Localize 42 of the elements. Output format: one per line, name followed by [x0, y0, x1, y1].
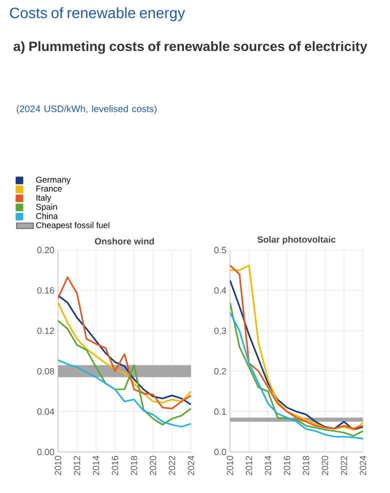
x-tick-label: 2016 — [284, 456, 290, 476]
text: a) Plummeting costs of renewable sources of electricity — [14, 41, 368, 54]
x-tick-label: 2010 — [54, 456, 62, 476]
y-tick-label: 0.00 — [37, 448, 54, 456]
y-tick-label: 0.08 — [37, 368, 54, 374]
x-tick-label: 2024 — [188, 456, 194, 476]
x-tick-label: 2018 — [302, 456, 310, 476]
text: Costs of renewable energy — [10, 7, 186, 22]
line-series — [58, 320, 191, 426]
y-tick-label: 0.16 — [37, 287, 54, 294]
x-tick-label: 2022 — [168, 456, 176, 476]
text: (2024 USD/kWh, levelised costs) — [16, 105, 157, 114]
y-tick-label: 0.3 — [214, 328, 226, 334]
x-tick-label: 2020 — [322, 456, 328, 476]
y-tick-label: 0.12 — [37, 328, 54, 334]
x-tick-label: 2010 — [226, 456, 234, 476]
x-tick-label: 2014 — [264, 456, 272, 476]
y-tick-label: 0.04 — [37, 408, 54, 415]
legend-label: Cheapest fossil fuel — [36, 222, 110, 230]
x-tick-label: 2016 — [112, 456, 118, 476]
x-tick-label: 2022 — [340, 456, 348, 476]
x-tick-label: 2012 — [74, 456, 80, 476]
legend-label: Spain — [36, 204, 57, 212]
legend-label: China — [36, 212, 58, 220]
x-tick-label: 2012 — [246, 456, 252, 476]
y-tick-label: 0.4 — [214, 287, 226, 294]
line-series — [58, 359, 191, 428]
x-tick-label: 2020 — [150, 456, 156, 476]
line-series — [58, 276, 191, 410]
legend-label: Italy — [36, 194, 52, 202]
chart-title: Onshore wind — [94, 238, 154, 244]
y-tick-label: 0.2 — [214, 368, 226, 374]
x-tick-label: 2024 — [360, 456, 366, 476]
legend-label: Germany — [36, 176, 71, 184]
x-tick-label: 2018 — [130, 456, 138, 476]
legend-label: France — [36, 186, 62, 192]
x-tick-label: 2014 — [92, 456, 100, 476]
y-tick-label: 0.5 — [214, 246, 226, 254]
y-tick-label: 0.20 — [37, 246, 54, 254]
chart-title: Solar photovoltaic — [258, 236, 336, 244]
y-tick-label: 0.1 — [214, 408, 226, 415]
y-tick-label: 0.0 — [214, 448, 226, 456]
